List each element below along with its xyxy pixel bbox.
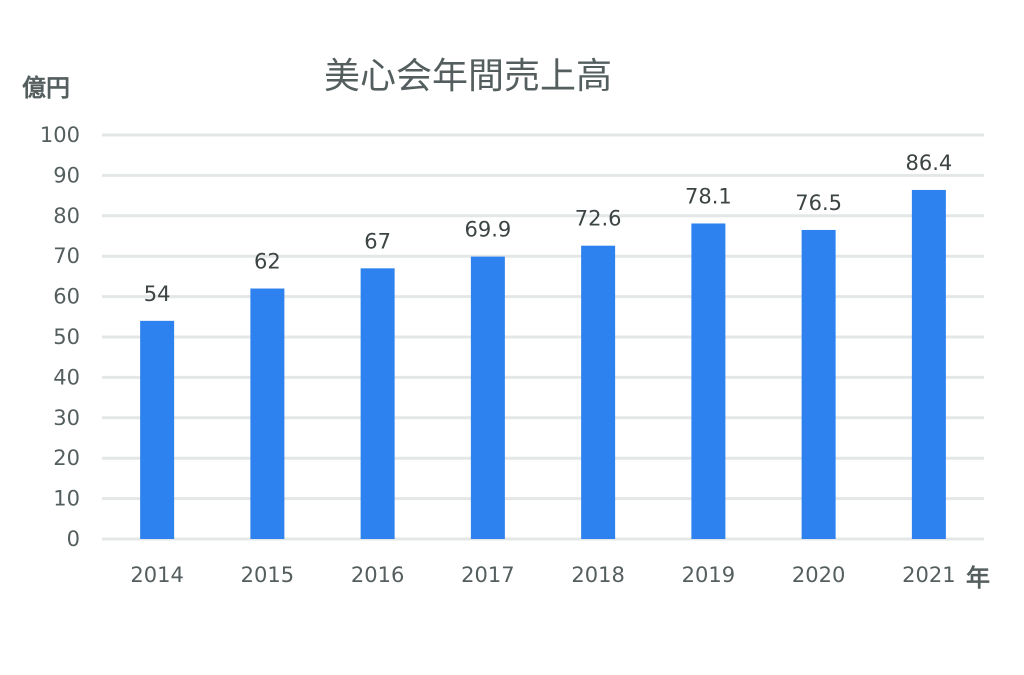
x-tick-label: 2021 xyxy=(902,563,955,587)
y-tick-label: 80 xyxy=(53,204,80,228)
data-label: 76.5 xyxy=(795,191,842,215)
x-tick-label: 2017 xyxy=(461,563,514,587)
bar xyxy=(470,256,505,539)
bar xyxy=(801,229,836,539)
y-tick-label: 10 xyxy=(53,487,80,511)
y-tick-label: 40 xyxy=(53,365,80,389)
x-tick-label: 2015 xyxy=(241,563,294,587)
y-tick-label: 70 xyxy=(53,244,80,268)
bar xyxy=(691,223,726,539)
y-axis-unit-label: 億円 xyxy=(22,74,70,102)
y-tick-label: 0 xyxy=(67,527,80,551)
y-tick-label: 20 xyxy=(53,446,80,470)
bar xyxy=(911,189,946,539)
chart-title: 美心会年間売上高 xyxy=(324,56,612,97)
data-label: 62 xyxy=(254,250,281,274)
bar xyxy=(250,288,285,539)
x-tick-label: 2014 xyxy=(130,563,183,587)
x-tick-label: 2016 xyxy=(351,563,404,587)
y-tick-label: 50 xyxy=(53,325,80,349)
bar xyxy=(140,320,175,539)
x-tick-label: 2020 xyxy=(792,563,845,587)
y-tick-label: 100 xyxy=(40,123,80,147)
gridlines xyxy=(102,133,984,541)
x-axis-unit-label: 年 xyxy=(966,564,990,592)
y-tick-label: 90 xyxy=(53,163,80,187)
data-label: 67 xyxy=(364,229,391,253)
bar xyxy=(581,245,616,540)
bar xyxy=(360,268,395,539)
data-label: 78.1 xyxy=(685,184,732,208)
data-label: 72.6 xyxy=(575,207,622,231)
data-label: 86.4 xyxy=(905,151,952,175)
x-tick-label: 2018 xyxy=(571,563,624,587)
x-axis-ticks: 2014 2015 2016 2017 2018 2019 2020 2021 xyxy=(130,563,955,587)
bars xyxy=(140,189,946,540)
y-axis-ticks: 0 10 20 30 40 50 60 70 80 90 100 xyxy=(40,123,80,551)
data-label: 69.9 xyxy=(464,218,511,242)
data-label: 54 xyxy=(144,282,171,306)
y-tick-label: 60 xyxy=(53,285,80,309)
data-labels: 54 62 67 69.9 72.6 78.1 76.5 86.4 xyxy=(144,151,953,306)
x-tick-label: 2019 xyxy=(682,563,735,587)
y-tick-label: 30 xyxy=(53,406,80,430)
